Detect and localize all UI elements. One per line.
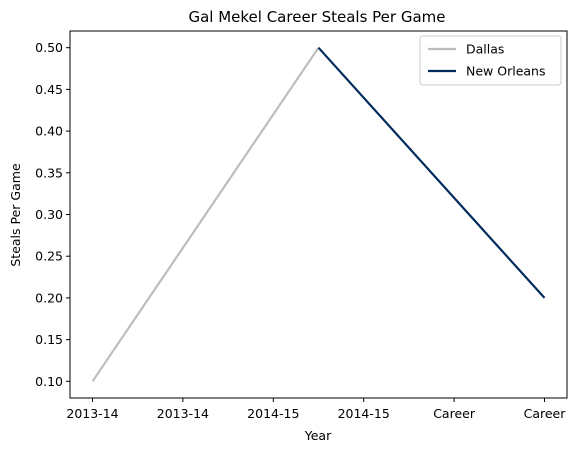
plot-frame (69, 30, 568, 399)
y-tick-label: 0.30 (35, 207, 63, 222)
x-tick-label: Career (433, 406, 476, 421)
y-tick-label: 0.45 (35, 82, 63, 97)
x-tick-label: 2014-15 (338, 406, 390, 421)
y-tick-label: 0.35 (35, 165, 63, 180)
x-axis-label: Year (304, 428, 332, 443)
y-tick-label: 0.50 (35, 40, 63, 55)
x-tick-label: 2013-14 (66, 406, 118, 421)
x-tick-label: 2013-14 (157, 406, 209, 421)
series-line-dallas (91, 47, 320, 382)
y-tick-label: 0.10 (35, 374, 63, 389)
x-axis: 2013-14 2013-14 2014-15 2014-15 Career Career (66, 398, 566, 421)
x-tick-label: 2014-15 (247, 406, 299, 421)
y-tick-label: 0.25 (35, 249, 63, 264)
series-layer (91, 46, 546, 382)
legend-label: New Orleans (466, 64, 545, 79)
y-tick-label: 0.40 (35, 124, 63, 139)
y-axis-label: Steals Per Game (8, 163, 23, 267)
chart-title: Gal Mekel Career Steals Per Game (188, 8, 445, 26)
legend-label: Dallas (466, 42, 504, 57)
y-tick-label: 0.15 (35, 332, 63, 347)
y-axis: 0.10 0.15 0.20 0.25 0.30 0.35 0.40 0.45 0.50 (35, 40, 70, 389)
y-tick-label: 0.20 (35, 290, 63, 305)
plot-area (69, 30, 568, 399)
x-tick-label: Career (524, 406, 567, 421)
series-line-new-orleans (317, 46, 546, 299)
legend: Dallas New Orleans (419, 35, 562, 86)
